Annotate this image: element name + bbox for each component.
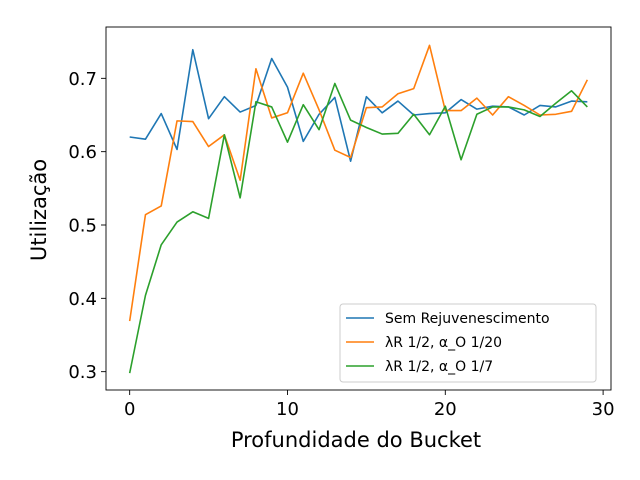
x-tick-label: 0 [124,399,135,420]
series-line-2 [128,44,589,322]
y-tick-label: 0.6 [68,142,97,163]
series-layer [128,44,589,374]
y-axis-ticks: 0.3 0.4 0.5 0.6 0.7 [68,69,106,383]
x-tick-label: 30 [592,399,615,420]
legend: Sem Rejuvenescimento λR 1/2, α_O 1/20 λR 1… [339,303,597,383]
legend-box [339,303,597,383]
y-tick-label: 0.5 [68,216,97,237]
y-tick-label: 0.3 [68,362,97,383]
y-tick-label: 0.4 [68,289,97,310]
legend-label-3: λR 1/2, α_O 1/7 [385,359,493,375]
legend-label-1: Sem Rejuvenescimento [385,311,550,327]
x-tick-label: 10 [276,399,299,420]
y-tick-label: 0.7 [68,69,97,90]
series-line-3 [128,82,588,374]
plot-frame [105,26,612,391]
legend-label-2: λR 1/2, α_O 1/20 [385,335,502,351]
x-tick-label: 20 [434,399,457,420]
y-axis-title: Utilização [27,159,51,261]
series-line-1 [129,48,588,162]
x-axis-ticks: 0 10 20 30 [124,390,615,420]
x-axis-title: Profundidade do Bucket [231,428,481,452]
